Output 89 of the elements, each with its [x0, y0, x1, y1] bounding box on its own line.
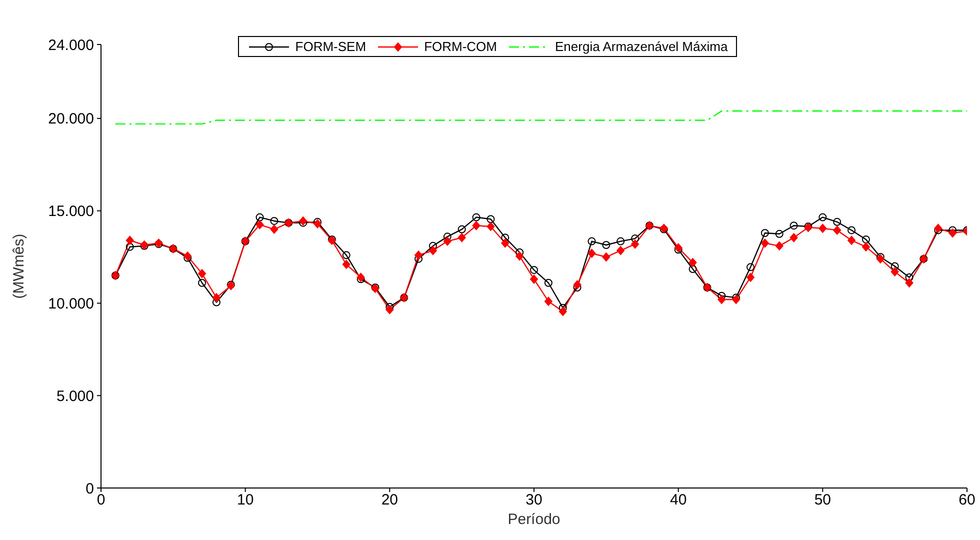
point — [631, 234, 640, 243]
point — [688, 265, 697, 274]
point — [732, 295, 740, 304]
point — [790, 222, 798, 230]
point — [530, 266, 538, 274]
point — [746, 263, 754, 272]
point — [818, 224, 827, 233]
point — [486, 222, 495, 232]
point — [458, 233, 466, 242]
point — [472, 213, 480, 222]
point — [256, 220, 264, 230]
x-tick-label: 10 — [236, 492, 254, 509]
point — [443, 232, 452, 241]
point — [718, 295, 726, 304]
y-tick-label: 10.000 — [48, 296, 94, 313]
legend-label: FORM-COM — [424, 39, 497, 54]
point — [126, 236, 134, 245]
point — [833, 226, 842, 235]
x-tick-label: 60 — [958, 492, 976, 509]
point — [905, 278, 914, 288]
point — [746, 272, 754, 282]
point — [588, 248, 596, 258]
point — [486, 215, 495, 224]
point — [573, 280, 582, 290]
y-tick-label: 15.000 — [48, 203, 94, 220]
point — [428, 246, 437, 256]
point — [299, 216, 308, 226]
point — [890, 262, 899, 270]
point — [126, 242, 134, 251]
point — [602, 241, 610, 249]
point — [616, 237, 625, 246]
y-tick-label: 5.000 — [56, 388, 94, 405]
point — [862, 242, 870, 252]
x-tick-label: 40 — [670, 492, 687, 509]
legend-label: Energia Armazenável Máxima — [555, 39, 728, 54]
x-axis-title: Período — [508, 511, 560, 528]
point — [386, 305, 394, 314]
point — [342, 251, 350, 260]
point — [458, 225, 466, 234]
point — [688, 258, 697, 268]
x-tick-label: 20 — [381, 492, 398, 509]
point — [876, 254, 884, 264]
point — [934, 224, 942, 233]
point — [833, 218, 842, 226]
point — [558, 307, 567, 316]
point — [848, 226, 856, 234]
point — [342, 260, 350, 269]
y-axis-title: (MWmês) — [10, 234, 28, 299]
point — [631, 240, 640, 249]
point — [616, 246, 625, 256]
point — [472, 221, 480, 230]
point — [501, 238, 510, 248]
point — [674, 243, 682, 252]
y-tick-label: 0 — [86, 480, 94, 498]
point — [356, 272, 365, 282]
point — [516, 252, 524, 261]
point — [256, 213, 264, 222]
point — [760, 238, 769, 248]
point — [775, 241, 784, 250]
point — [602, 252, 610, 262]
x-tick-label: 50 — [814, 492, 832, 509]
point — [775, 230, 784, 238]
point — [890, 267, 899, 276]
point — [212, 293, 220, 302]
y-tick-label: 20.000 — [48, 110, 94, 128]
point — [544, 278, 552, 287]
point — [818, 213, 827, 222]
point — [501, 234, 510, 242]
point — [905, 273, 914, 282]
point — [544, 296, 552, 306]
point — [414, 250, 423, 260]
x-tick-label: 0 — [96, 492, 106, 509]
point — [428, 242, 437, 250]
legend-label: FORM-SEM — [295, 39, 366, 54]
x-tick-label: 30 — [526, 492, 542, 509]
point — [760, 228, 769, 237]
point — [790, 233, 798, 242]
point — [198, 269, 206, 278]
point — [588, 237, 596, 246]
point — [443, 236, 452, 246]
point — [848, 236, 856, 245]
point — [198, 278, 206, 287]
point — [314, 219, 322, 228]
point — [270, 224, 278, 234]
point — [270, 216, 278, 225]
point — [530, 274, 538, 284]
y-tick-label: 24.000 — [48, 36, 94, 54]
point — [948, 228, 957, 238]
point — [862, 235, 870, 244]
